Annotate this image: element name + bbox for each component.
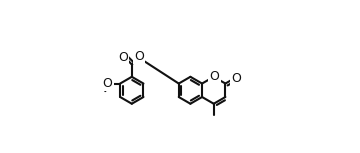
- Text: O: O: [210, 70, 219, 83]
- Text: O: O: [134, 50, 144, 63]
- Text: O: O: [118, 51, 128, 64]
- Text: O: O: [231, 72, 241, 85]
- Text: O: O: [103, 77, 113, 90]
